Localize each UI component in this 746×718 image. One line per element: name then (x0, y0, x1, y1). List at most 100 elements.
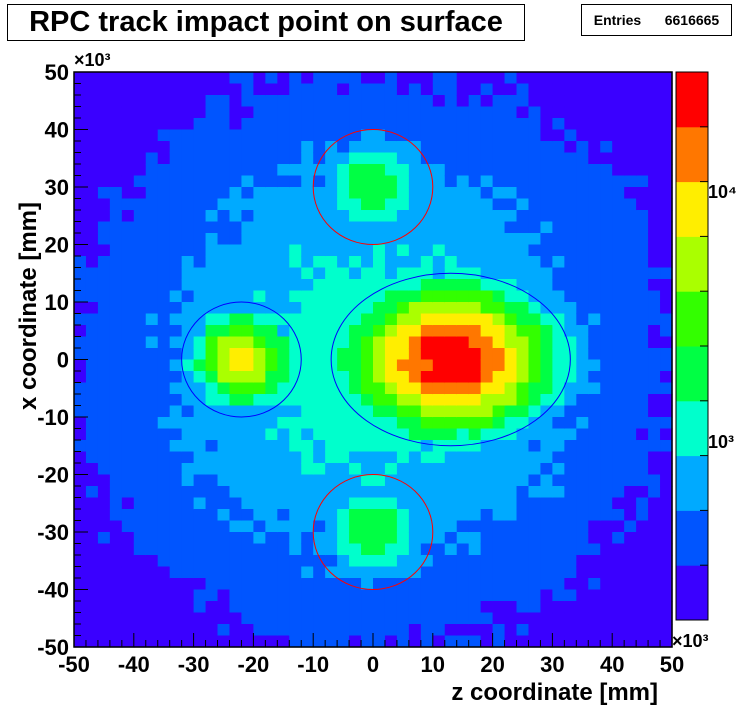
heatmap-cell (289, 95, 302, 108)
heatmap-cell (181, 486, 195, 499)
heatmap-cell (74, 336, 87, 349)
heatmap-cell (612, 474, 625, 487)
heatmap-cell (408, 175, 422, 188)
heatmap-cell (169, 601, 183, 614)
heatmap-cell (85, 578, 99, 591)
heatmap-cell (181, 141, 195, 154)
heatmap-cell (420, 394, 434, 407)
heatmap-cell (109, 313, 123, 326)
heatmap-cell (325, 474, 338, 487)
heatmap-cell (492, 382, 506, 395)
heatmap-cell (492, 486, 506, 499)
heatmap-cell (361, 187, 374, 200)
heatmap-cell (145, 394, 159, 407)
heatmap-cell (217, 210, 231, 223)
colorbar-segment (676, 291, 708, 347)
heatmap-cell (480, 233, 494, 246)
heatmap-cell (480, 152, 494, 165)
heatmap-cell (612, 290, 625, 303)
heatmap-cell (301, 187, 314, 200)
heatmap-cell (408, 152, 422, 165)
heatmap-cell (588, 256, 601, 269)
heatmap-cell (600, 244, 613, 257)
heatmap-cell (612, 520, 625, 533)
heatmap-cell (265, 348, 278, 361)
heatmap-cell (396, 175, 410, 188)
heatmap-cell (384, 589, 398, 602)
heatmap-cell (229, 359, 243, 372)
heatmap-cell (85, 118, 99, 131)
heatmap-cell (468, 175, 482, 188)
heatmap-cell (373, 578, 386, 591)
y-tick-label: -30 (37, 520, 69, 545)
heatmap-cell (157, 382, 171, 395)
heatmap-cell (384, 256, 398, 269)
heatmap-cell (600, 290, 613, 303)
heatmap-cell (121, 210, 135, 223)
heatmap-cell (660, 394, 673, 407)
heatmap-cell (492, 555, 506, 568)
heatmap-cell (157, 486, 171, 499)
heatmap-cell (277, 532, 290, 545)
heatmap-cell (241, 210, 254, 223)
heatmap-cell (145, 83, 159, 96)
heatmap-cell (552, 279, 565, 292)
heatmap-cell (229, 440, 243, 453)
heatmap-cell (301, 382, 314, 395)
heatmap-cell (468, 451, 482, 464)
heatmap-cell (636, 256, 649, 269)
heatmap-cell (241, 302, 254, 315)
heatmap-cell (97, 635, 111, 648)
heatmap-cell (349, 532, 362, 545)
heatmap-cell (349, 612, 362, 625)
heatmap-cell (528, 325, 542, 338)
heatmap-cell (456, 509, 470, 522)
heatmap-cell (456, 279, 470, 292)
heatmap-cell (133, 440, 147, 453)
heatmap-cell (600, 555, 613, 568)
heatmap-cell (121, 106, 135, 119)
heatmap-cell (384, 601, 398, 614)
heatmap-cell (97, 267, 111, 280)
heatmap-cell (504, 601, 518, 614)
heatmap-cell (133, 313, 147, 326)
heatmap-cell (289, 497, 302, 510)
heatmap-cell (181, 256, 195, 269)
heatmap-cell (373, 589, 386, 602)
heatmap-cell (241, 463, 254, 476)
heatmap-cell (660, 624, 673, 637)
heatmap-cell (492, 440, 506, 453)
heatmap-cell (612, 359, 625, 372)
heatmap-cell (528, 256, 542, 269)
heatmap-cell (253, 175, 266, 188)
heatmap-cell (241, 164, 254, 177)
heatmap-cell (432, 198, 446, 211)
heatmap-cell (205, 566, 219, 579)
heatmap-cell (373, 279, 386, 292)
heatmap-cell (133, 198, 147, 211)
heatmap-cell (444, 520, 458, 533)
heatmap-cell (492, 129, 506, 142)
heatmap-cell (468, 520, 482, 533)
heatmap-cell (648, 566, 661, 579)
heatmap-cell (349, 543, 362, 556)
heatmap-cell (420, 624, 434, 637)
heatmap-cell (253, 313, 266, 326)
heatmap-cell (121, 325, 135, 338)
heatmap-cell (612, 106, 625, 119)
heatmap-cell (85, 325, 99, 338)
heatmap-cell (612, 118, 625, 131)
heatmap-cell (74, 129, 87, 142)
heatmap-cell (157, 175, 171, 188)
heatmap-cell (109, 463, 123, 476)
heatmap-cell (217, 428, 231, 441)
heatmap-cell (157, 394, 171, 407)
heatmap-cell (85, 543, 99, 556)
heatmap-cell (265, 635, 278, 648)
heatmap-cell (516, 118, 530, 131)
heatmap-cell (504, 405, 518, 418)
heatmap-cell (157, 290, 171, 303)
heatmap-cell (516, 497, 530, 510)
heatmap-cell (504, 555, 518, 568)
chart-title-text: RPC track impact point on surface (29, 6, 503, 38)
